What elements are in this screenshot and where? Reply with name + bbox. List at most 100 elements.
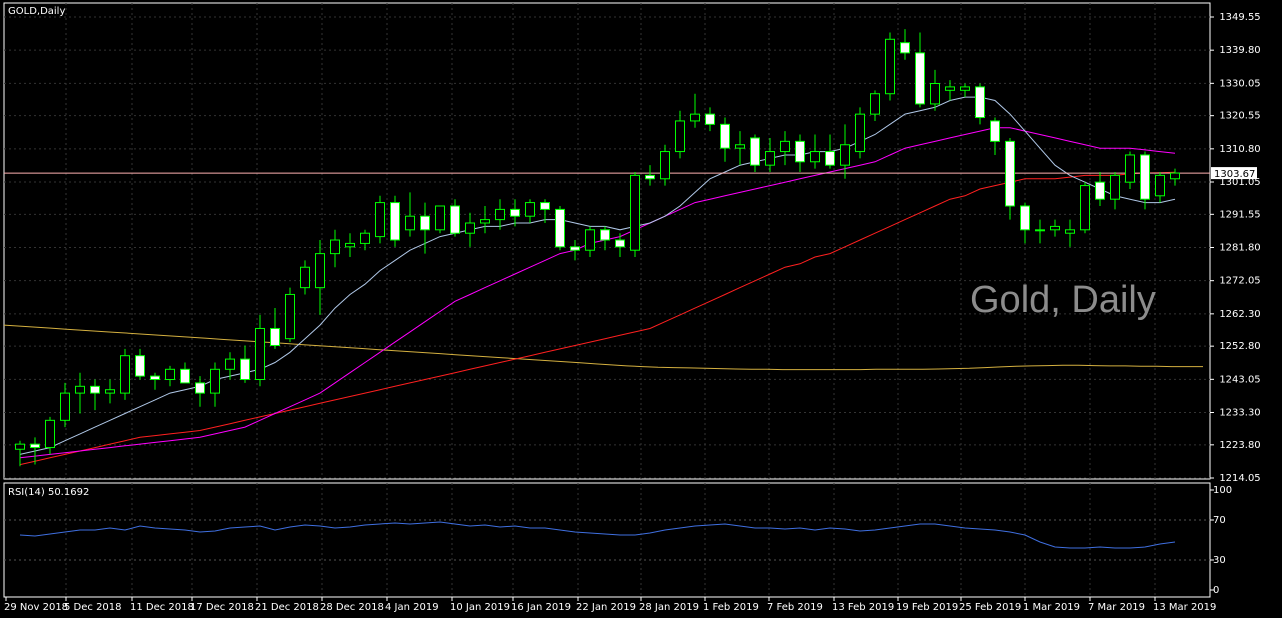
price-tick-label: 1320.55 — [1219, 111, 1260, 122]
bull-candle — [45, 419, 55, 449]
bear-candle — [150, 375, 160, 381]
price-tick-label: 1262.30 — [1219, 309, 1260, 320]
bear-candle — [915, 52, 925, 105]
time-tick-label: 13 Mar 2019 — [1153, 602, 1216, 613]
time-tick-label: 16 Jan 2019 — [511, 602, 571, 613]
time-tick-label: 25 Feb 2019 — [959, 602, 1021, 613]
bear-candle — [600, 229, 610, 241]
bear-candle — [570, 246, 580, 251]
bull-candle — [480, 219, 490, 224]
rsi-tick-label: 100 — [1213, 485, 1232, 496]
bear-candle — [750, 137, 760, 166]
bull-candle — [315, 253, 325, 289]
bear-candle — [990, 120, 1000, 142]
current-price-text: 1303.67 — [1214, 169, 1255, 180]
price-panel[interactable]: Gold, Daily GOLD,Daily — [3, 2, 1211, 480]
time-tick-label: 13 Feb 2019 — [832, 602, 894, 613]
rsi-series-line — [19, 521, 1176, 549]
rsi-panel-frame — [3, 482, 1211, 598]
bull-candle — [1125, 154, 1135, 183]
time-tick-label: 28 Jan 2019 — [639, 602, 699, 613]
bear-candle — [450, 205, 460, 234]
bull-candle — [660, 151, 670, 180]
bull-candle — [105, 389, 115, 394]
price-tick-label: 1214.05 — [1219, 473, 1260, 484]
bull-candle — [675, 120, 685, 153]
bull-candle — [360, 232, 370, 244]
time-tick-label: 5 Dec 2018 — [64, 602, 122, 613]
price-tick-label: 1243.05 — [1219, 374, 1260, 385]
price-axis[interactable]: 1349.55 1339.80 1330.05 1320.55 1310.80 1301.… — [1210, 12, 1261, 484]
bull-candle — [735, 144, 745, 149]
price-tick-label: 1330.05 — [1219, 78, 1260, 89]
price-tick-label: 1223.80 — [1219, 440, 1260, 451]
time-tick-label: 21 Dec 2018 — [255, 602, 319, 613]
bull-candle — [840, 144, 850, 166]
bear-candle — [900, 42, 910, 54]
bull-candle — [1170, 172, 1180, 180]
bull-candle — [930, 83, 940, 105]
bear-candle — [615, 239, 625, 248]
rsi-title: RSI(14) 50.1692 — [8, 487, 89, 498]
bear-candle — [135, 355, 145, 377]
bear-candle — [420, 215, 430, 231]
bull-candle — [870, 93, 880, 115]
price-panel-frame — [3, 2, 1211, 480]
bull-candle — [1050, 225, 1060, 231]
bull-candle — [60, 392, 70, 421]
bear-candle — [1005, 140, 1015, 207]
time-tick-label: 17 Dec 2018 — [190, 602, 254, 613]
candlestick-series[interactable] — [15, 29, 1180, 467]
rsi-tick-label: 0 — [1213, 585, 1219, 596]
bear-candle — [975, 86, 985, 119]
bull-candle — [210, 368, 220, 394]
bear-candle — [1095, 181, 1105, 200]
bull-candle — [465, 222, 475, 234]
time-tick-label: 7 Feb 2019 — [767, 602, 823, 613]
bull-candle — [1035, 229, 1045, 232]
bull-candle — [75, 385, 85, 394]
bear-candle — [555, 208, 565, 248]
bear-candle — [1140, 154, 1150, 200]
bull-candle — [525, 202, 535, 217]
ma-slow-line — [19, 171, 1176, 466]
time-tick-label: 7 Mar 2019 — [1088, 602, 1145, 613]
price-tick-label: 1349.55 — [1219, 12, 1260, 23]
bull-candle — [1155, 174, 1165, 197]
rsi-line — [19, 521, 1176, 549]
bull-candle — [945, 86, 955, 91]
current-price-label: 1303.67 — [1211, 167, 1257, 180]
bull-candle — [495, 208, 505, 221]
price-tick-label: 1339.80 — [1219, 45, 1260, 56]
ma-mid-line — [19, 127, 1176, 459]
bear-candle — [645, 174, 655, 180]
price-tick-label: 1291.55 — [1219, 209, 1260, 220]
bear-candle — [195, 382, 205, 394]
bear-candle — [30, 443, 40, 449]
bear-candle — [270, 327, 280, 346]
bear-candle — [1020, 205, 1030, 231]
bull-candle — [1110, 174, 1120, 200]
bull-candle — [300, 266, 310, 289]
bull-candle — [1065, 229, 1075, 234]
bull-candle — [405, 215, 415, 231]
price-tick-label: 1301.05 — [1219, 177, 1260, 188]
bear-candle — [705, 113, 715, 125]
bull-candle — [960, 86, 970, 91]
bull-candle — [885, 38, 895, 95]
rsi-tick-label: 70 — [1213, 515, 1226, 526]
price-tick-label: 1252.80 — [1219, 341, 1260, 352]
rsi-axis[interactable]: 100 70 30 0 — [1210, 485, 1232, 596]
ma-long-line — [3, 324, 1203, 371]
bull-candle — [165, 368, 175, 381]
current-price-box — [1211, 167, 1257, 180]
bear-candle — [795, 140, 805, 163]
rsi-panel[interactable]: RSI(14) 50.1692 — [3, 482, 1211, 598]
bear-candle — [240, 358, 250, 381]
time-tick-label: 4 Jan 2019 — [385, 602, 439, 613]
chart-watermark: Gold, Daily — [970, 279, 1156, 321]
bear-candle — [540, 202, 550, 210]
price-tick-label: 1233.30 — [1219, 408, 1260, 419]
